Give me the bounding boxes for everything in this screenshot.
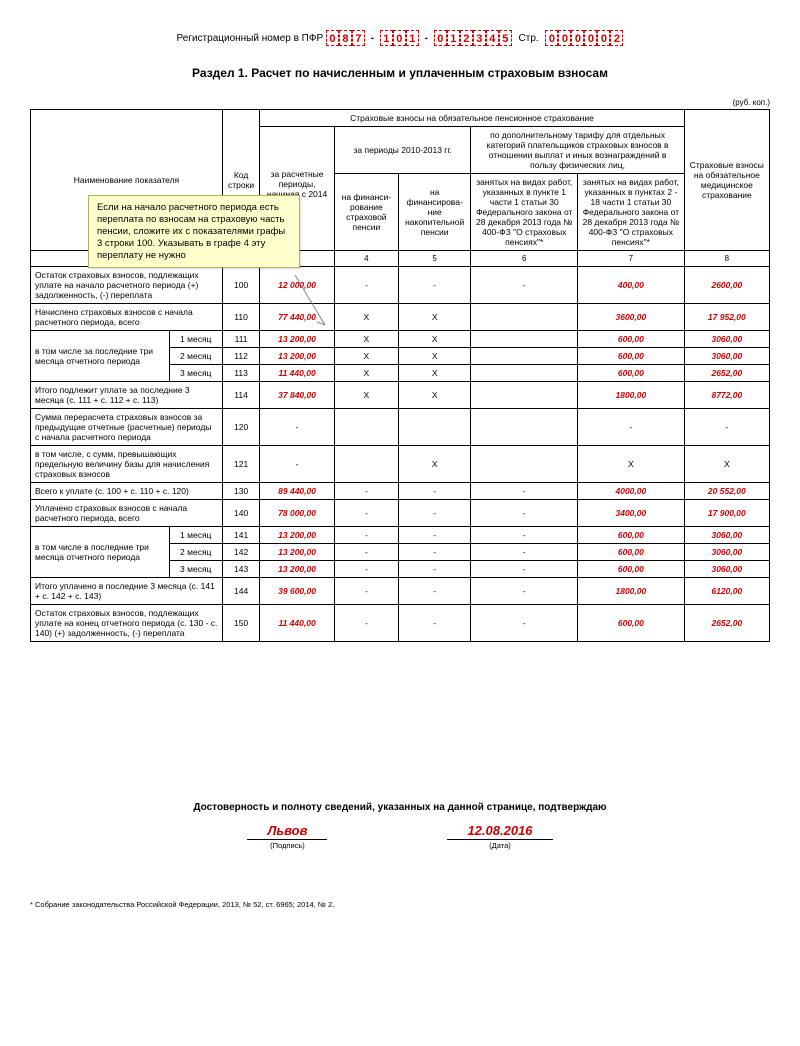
reg-number-boxes: 087 - 101 - 012345 xyxy=(326,33,515,44)
table-row: Итого подлежит уплате за последние 3 мес… xyxy=(31,382,770,409)
page-label: Стр. xyxy=(519,33,539,44)
th-strah: на финанси­ро­вание страховой пенсии xyxy=(334,174,398,251)
table-row: в том числе, с сумм, превышающих предель… xyxy=(31,446,770,483)
th-p7: занятых на видах работ, указанных в пунк… xyxy=(578,174,685,251)
table-row: в том числе за последние три месяца отче… xyxy=(31,331,770,348)
table-row: Остаток страховых взносов, подлежащих уп… xyxy=(31,605,770,642)
footnote: * Собрание законодательства Российской Ф… xyxy=(30,900,770,909)
date-value: 12.08.2016 xyxy=(447,823,552,840)
registration-line: Регистрационный номер в ПФР 087 - 101 - … xyxy=(30,30,770,46)
footer-block: Достоверность и полноту сведений, указан… xyxy=(30,802,770,850)
table-row: Начислено страховых взносов с начала рас… xyxy=(31,304,770,331)
table-row: Остаток страховых взносов, подлежащих уп… xyxy=(31,267,770,304)
calculation-table: Наименование показателя Код строки Страх… xyxy=(30,109,770,642)
date-label: (Дата) xyxy=(447,841,552,850)
th-p6: занятых на видах работ, указанных в пунк… xyxy=(471,174,578,251)
table-row: Итого уплачено в последние 3 месяца (с. … xyxy=(31,578,770,605)
signature-value: Львов xyxy=(247,823,327,840)
table-row: Уплачено страховых взносов с начала расч… xyxy=(31,500,770,527)
th-nakop: на финансирова­ние накопительной пенсии xyxy=(398,174,471,251)
table-row: в том числе в последние три месяца отчет… xyxy=(31,527,770,544)
footer-title: Достоверность и полноту сведений, указан… xyxy=(30,802,770,813)
section-title: Раздел 1. Расчет по начисленным и уплаче… xyxy=(30,66,770,80)
th-addtariff: по дополнительному тарифу для отдельных … xyxy=(471,127,684,174)
reg-label: Регистрационный номер в ПФР xyxy=(177,33,324,44)
units-label: (руб. коп.) xyxy=(30,98,770,107)
note-arrow xyxy=(290,270,330,330)
tooltip-note: Если на начало расчетного периода есть п… xyxy=(88,195,300,268)
th-oms: Страховые взносы на обязательное медицин… xyxy=(684,110,769,251)
signature-label: (Подпись) xyxy=(247,841,327,850)
page-number-boxes: 000002 xyxy=(545,33,623,44)
th-ops: Страховые взносы на обязательное пенсион… xyxy=(260,110,684,127)
table-row: Сумма перерасчета страховых взносов за п… xyxy=(31,409,770,446)
th-periods2010: за периоды 2010-2013 гг. xyxy=(334,127,471,174)
table-row: Всего к уплате (с. 100 + с. 110 + с. 120… xyxy=(31,483,770,500)
